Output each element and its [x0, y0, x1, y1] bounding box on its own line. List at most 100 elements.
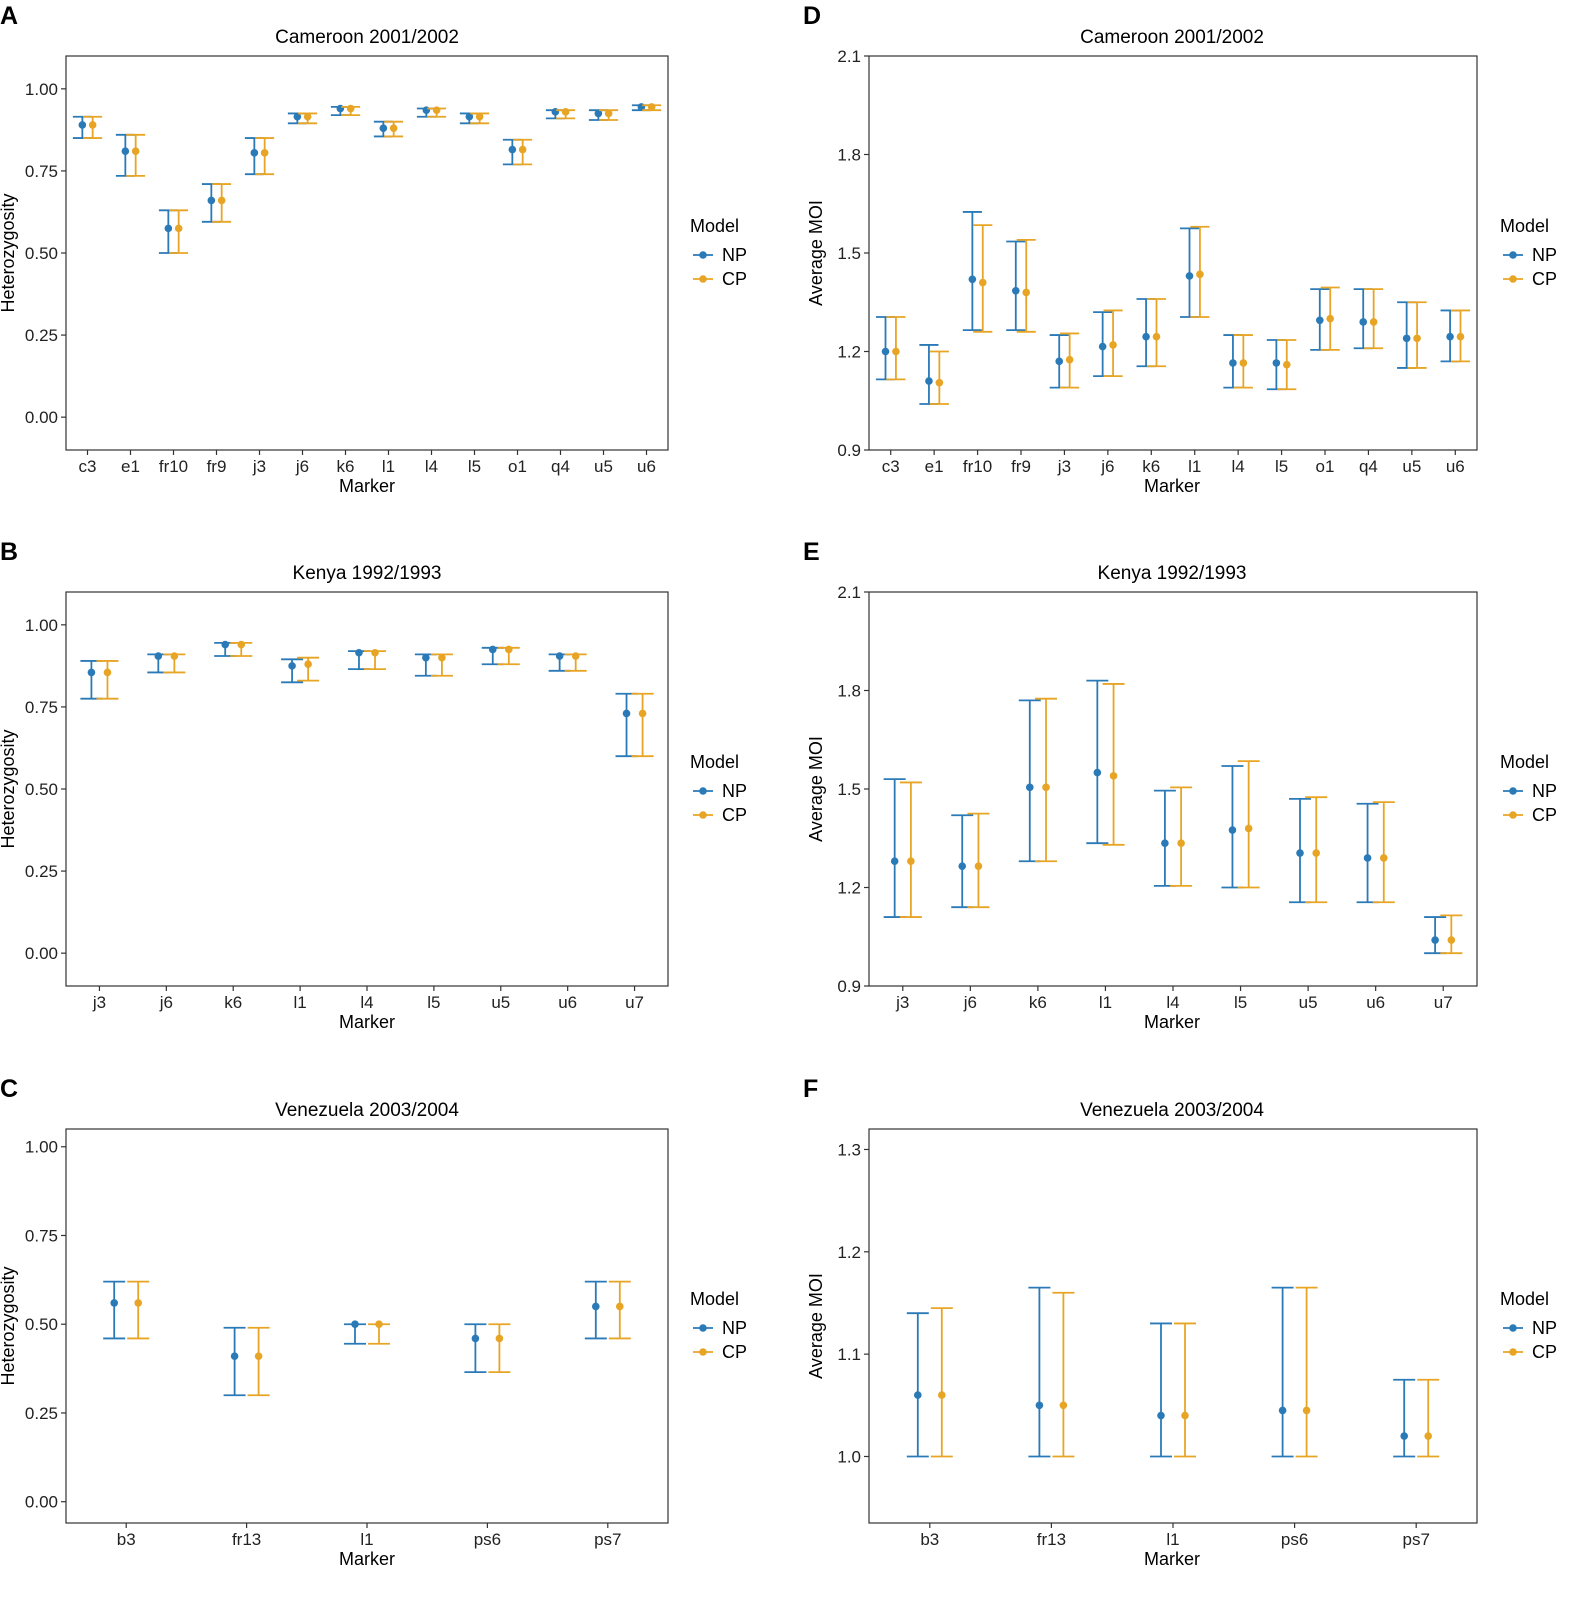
x-tick-label: j3 — [1057, 457, 1071, 476]
data-point — [1447, 936, 1456, 944]
data-point — [571, 652, 580, 660]
data-point — [974, 862, 983, 870]
y-axis-label: Average MOI — [806, 736, 826, 842]
data-point — [1315, 316, 1324, 325]
data-point — [355, 648, 363, 657]
y-tick-label: 0.25 — [25, 862, 58, 881]
data-point — [622, 709, 631, 718]
x-tick-label: u5 — [594, 457, 613, 476]
legend: Model NP CP — [690, 216, 747, 289]
y-tick-label: 1.2 — [837, 343, 861, 362]
legend-key-dot — [699, 787, 707, 795]
data-point — [1359, 318, 1368, 326]
data-point — [495, 1334, 504, 1343]
data-point — [907, 857, 915, 866]
x-tick-label: k6 — [1029, 993, 1047, 1012]
y-axis-label: Heterozygosity — [0, 1266, 18, 1385]
legend-label-np: NP — [1532, 781, 1557, 801]
data-point — [1312, 849, 1321, 857]
y-tick-label: 1.5 — [837, 780, 861, 799]
x-tick-label: u7 — [1434, 993, 1453, 1012]
data-point — [958, 862, 967, 870]
data-point — [1177, 839, 1185, 847]
panel-f: F Venezuela 2003/2004 1.0 1.1 1.2 1.3 b3 fr13 l1… — [803, 1075, 1557, 1569]
legend: Model NP CP — [1500, 1289, 1557, 1362]
data-point — [508, 145, 517, 154]
legend-label-np: NP — [1532, 245, 1557, 265]
data-point — [1413, 334, 1421, 343]
data-point — [1282, 360, 1291, 369]
y-axis-label: Average MOI — [806, 200, 826, 306]
x-tick-label: ps6 — [474, 1530, 501, 1549]
x-tick-label: b3 — [117, 1530, 136, 1549]
data-point — [488, 645, 497, 654]
x-tick-label: fr9 — [1011, 457, 1031, 476]
data-point — [1093, 768, 1102, 777]
x-tick-label: fr9 — [207, 457, 227, 476]
x-tick-label: l1 — [293, 993, 306, 1012]
panel-b: B Kenya 1992/1993 0.00 0.25 0.50 0.75 1.00 j3 j6… — [0, 538, 747, 1032]
x-tick-label: u6 — [558, 993, 577, 1012]
series-cp — [83, 103, 662, 254]
panel-a: A Cameroon 2001/2002 0.00 0.25 0.50 0.75 1.00 c… — [0, 2, 747, 496]
x-tick-label: u6 — [637, 457, 656, 476]
data-point — [1369, 318, 1378, 326]
y-tick-label: 1.8 — [837, 682, 861, 701]
data-point — [422, 653, 430, 662]
y-tick-label: 1.3 — [837, 1140, 861, 1159]
chart-title: Venezuela 2003/2004 — [1080, 1100, 1264, 1121]
data-point — [938, 1391, 946, 1399]
series-np — [103, 1280, 607, 1397]
data-point — [371, 648, 379, 657]
x-axis-label: Marker — [1144, 1549, 1200, 1569]
data-point — [164, 224, 173, 233]
data-point — [1142, 332, 1150, 341]
series-cp — [96, 640, 654, 758]
data-point — [1157, 1411, 1165, 1420]
legend-label-np: NP — [722, 245, 747, 265]
panel-letter: C — [0, 1075, 18, 1103]
x-tick-label: l5 — [468, 457, 481, 476]
legend: Model NP CP — [1500, 752, 1557, 825]
x-tick-label: c3 — [79, 457, 97, 476]
legend-key-dot — [699, 1324, 707, 1332]
x-axis-label: Marker — [339, 476, 395, 496]
x-tick-label: j6 — [963, 993, 977, 1012]
data-point — [1181, 1411, 1189, 1420]
data-point — [592, 1302, 600, 1311]
x-tick-label: l1 — [1099, 993, 1112, 1012]
panel-e: E Kenya 1992/1993 0.9 1.2 1.5 1.8 2.1 j3 j6 k6 l1 l… — [803, 538, 1557, 1032]
y-axis-label: Average MOI — [806, 1273, 826, 1379]
data-point — [217, 196, 226, 205]
data-point — [346, 104, 355, 113]
data-point — [1244, 824, 1253, 833]
data-point — [1424, 1432, 1432, 1440]
data-point — [293, 112, 302, 121]
data-point — [389, 124, 398, 133]
data-point — [465, 112, 474, 121]
legend-label-cp: CP — [722, 269, 747, 289]
panel-c: C Venezuela 2003/2004 0.00 0.25 0.50 0.75 1.00… — [0, 1075, 747, 1569]
data-point — [1229, 359, 1237, 367]
x-tick-label: b3 — [920, 1530, 939, 1549]
x-tick-label: l4 — [1166, 993, 1179, 1012]
x-tick-label: e1 — [925, 457, 944, 476]
x-tick-label: l5 — [1234, 993, 1247, 1012]
data-point — [260, 149, 269, 157]
data-point — [1042, 783, 1050, 792]
data-point — [174, 224, 183, 233]
series-cp — [930, 1286, 1440, 1458]
data-point — [303, 112, 312, 121]
x-tick-label: q4 — [1359, 457, 1378, 476]
data-point — [78, 121, 87, 129]
plot-frame — [868, 591, 1478, 987]
legend-key-dot — [1509, 1348, 1517, 1356]
legend-key-dot — [1509, 275, 1517, 283]
data-point — [647, 103, 656, 111]
y-tick-label: 1.2 — [837, 879, 861, 898]
x-tick-label: k6 — [224, 993, 242, 1012]
data-point — [1152, 332, 1161, 341]
data-point — [207, 196, 216, 205]
y-tick-label: 0.75 — [25, 698, 58, 717]
data-point — [638, 709, 647, 718]
